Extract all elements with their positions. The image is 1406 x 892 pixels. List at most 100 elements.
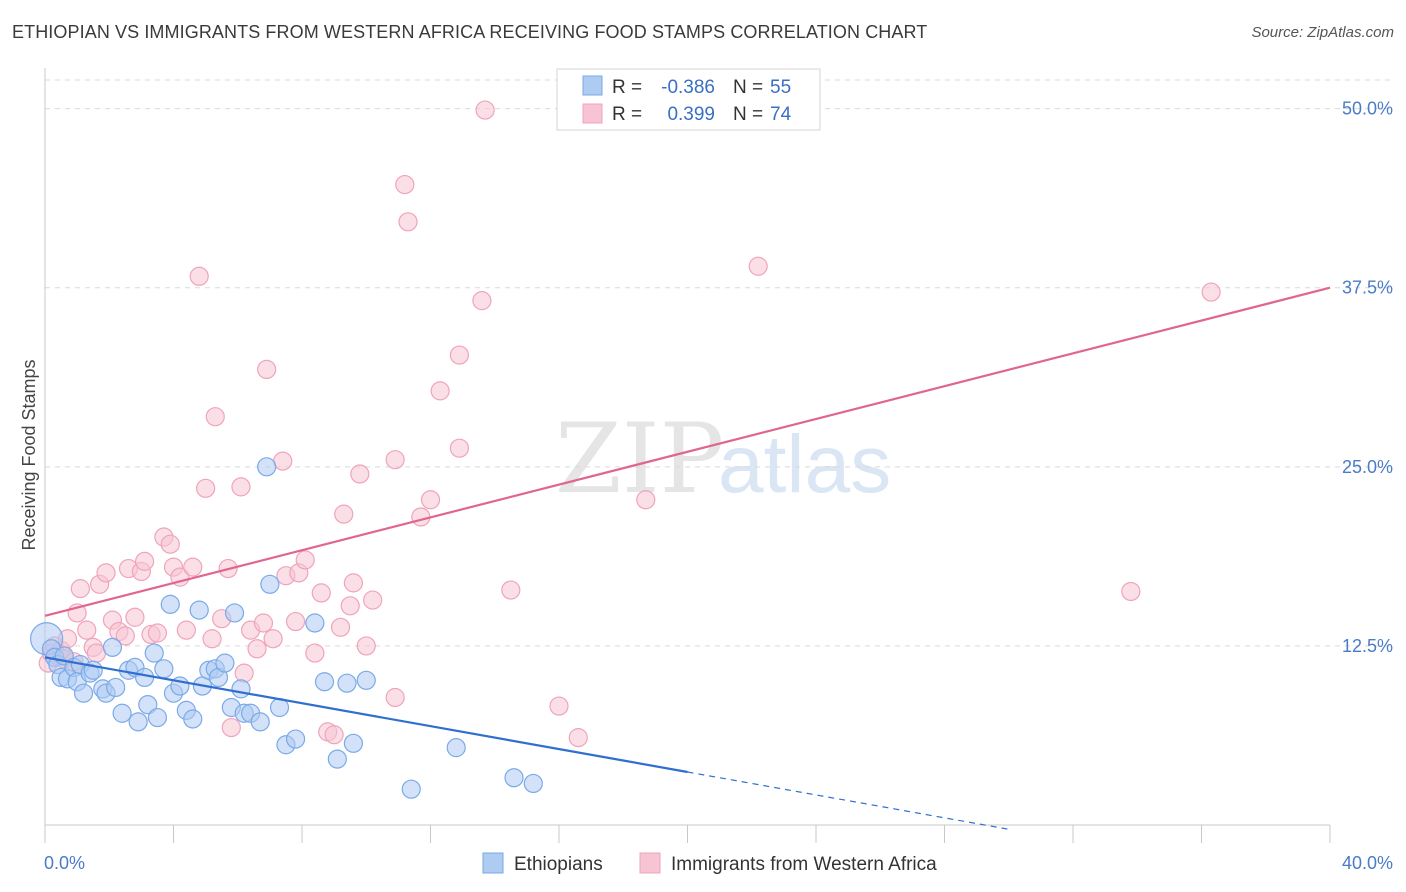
ethiopians-point-42 <box>250 712 270 732</box>
western-africa-point-67 <box>449 345 470 365</box>
ethiopians-point-55 <box>446 738 466 758</box>
ethiopians-point-31 <box>189 600 209 620</box>
ethiopians-point-53 <box>356 670 376 690</box>
western-africa-point-30 <box>189 266 209 286</box>
ethiopians-point-44 <box>260 574 280 594</box>
watermark-atlas: atlas <box>718 419 891 510</box>
ethiopians-point-25 <box>154 659 174 679</box>
ethiopians-point-43 <box>257 457 277 477</box>
western-africa-point-58 <box>356 636 376 656</box>
ethiopians-point-17 <box>112 703 132 723</box>
western-africa-point-69 <box>472 291 492 311</box>
western-africa-point-59 <box>363 590 383 610</box>
ethiopians-point-48 <box>305 613 325 633</box>
ethiopians-point-39 <box>231 679 251 699</box>
western-africa-point-68 <box>449 438 470 458</box>
series-legend: Ethiopians Immigrants from Western Afric… <box>482 852 937 875</box>
series-legend-label-ethiopians: Ethiopians <box>514 854 603 875</box>
western-africa-point-72 <box>549 696 569 716</box>
ethiopians-point-50 <box>327 749 347 769</box>
chart-title: ETHIOPIAN VS IMMIGRANTS FROM WESTERN AFR… <box>12 22 928 42</box>
legend-n-value-1: 55 <box>770 77 791 98</box>
western-africa-point-29 <box>183 557 203 577</box>
legend-swatch-pink <box>582 103 603 124</box>
x-tick-labels: 0.0% 40.0% <box>44 853 1393 873</box>
western-africa-point-62 <box>395 174 415 195</box>
legend-n-label-2: N = <box>733 104 763 125</box>
western-africa-point-46 <box>285 611 306 632</box>
western-africa-point-19 <box>125 607 145 627</box>
western-africa-point-60 <box>385 450 405 470</box>
legend-r-value-1: -0.386 <box>661 77 715 98</box>
stats-legend: R = -0.386 N = 55 R = 0.399 N = 74 <box>556 68 821 131</box>
western-africa-point-40 <box>247 639 267 659</box>
series-legend-label-western-africa: Immigrants from Western Africa <box>671 854 937 875</box>
western-africa-point-9 <box>70 579 90 599</box>
ethiopians-point-15 <box>102 637 123 657</box>
legend-r-value-2: 0.399 <box>667 104 715 125</box>
trendline-ethiopians-extension <box>687 771 1009 830</box>
western-africa-point-21 <box>134 551 155 571</box>
legend-n-value-2: 74 <box>770 104 792 125</box>
western-africa-point-42 <box>257 359 277 380</box>
western-africa-point-61 <box>385 687 405 708</box>
western-africa-point-75 <box>748 256 768 276</box>
legend-r-label-1: R = <box>612 77 642 98</box>
source-credit: Source: ZipAtlas.com <box>1251 24 1394 41</box>
x-tick-label-1: 40.0% <box>1342 853 1393 873</box>
ethiopians-point-49 <box>314 672 335 692</box>
western-africa-point-23 <box>147 623 168 643</box>
y-axis-label: Receiving Food Stamps <box>19 359 39 550</box>
western-africa-point-44 <box>273 451 293 471</box>
legend-n-label-1: N = <box>733 77 763 98</box>
legend-r-label-2: R = <box>612 104 642 125</box>
western-africa-point-17 <box>115 626 135 646</box>
western-africa-point-54 <box>334 504 354 524</box>
ethiopians-point-30 <box>183 709 203 729</box>
ethiopians-point-56 <box>504 768 524 788</box>
ethiopians-point-24 <box>147 707 168 728</box>
western-africa-point-14 <box>96 563 116 583</box>
y-tick-label-1: 25.0% <box>1342 457 1393 477</box>
western-africa-point-53 <box>330 617 351 637</box>
western-africa-point-74 <box>636 490 656 510</box>
ethiopians-point-20 <box>128 712 148 732</box>
western-africa-point-25 <box>160 534 180 554</box>
axes <box>44 68 1331 843</box>
western-africa-point-32 <box>202 629 222 649</box>
western-africa-point-71 <box>501 580 521 600</box>
y-tick-labels: 12.5% 25.0% 37.5% 50.0% <box>1342 99 1393 656</box>
western-africa-point-37 <box>231 477 251 497</box>
y-tick-label-0: 12.5% <box>1342 636 1393 656</box>
ethiopians-point-47 <box>285 729 306 749</box>
western-africa-point-33 <box>205 407 225 427</box>
ethiopians-point-10 <box>73 683 94 703</box>
ethiopians-point-22 <box>138 695 158 715</box>
western-africa-point-70 <box>475 100 495 120</box>
ethiopians-point-36 <box>215 653 235 673</box>
trendline-western-africa <box>44 286 1331 617</box>
trend-lines <box>44 286 1331 830</box>
trendline-ethiopians <box>44 656 688 774</box>
x-tick-label-0: 0.0% <box>44 853 85 873</box>
western-africa-point-10 <box>77 620 97 640</box>
legend-swatch-blue <box>582 75 603 96</box>
western-africa-point-63 <box>398 212 418 232</box>
scatter-points <box>30 100 1221 799</box>
western-africa-point-73 <box>568 728 588 748</box>
ethiopians-point-38 <box>224 603 245 623</box>
ethiopians-point-51 <box>337 673 357 693</box>
western-africa-point-48 <box>295 550 315 570</box>
ethiopians-point-23 <box>144 643 164 663</box>
western-africa-point-52 <box>324 725 344 745</box>
ethiopians-point-26 <box>160 594 180 614</box>
western-africa-point-66 <box>430 381 450 401</box>
series-legend-swatch-ethiopians <box>482 852 504 874</box>
ethiopians-point-16 <box>106 677 126 698</box>
western-africa-point-49 <box>305 643 325 663</box>
ethiopians-point-21 <box>134 667 155 688</box>
western-africa-point-56 <box>343 573 363 593</box>
series-legend-swatch-western-africa <box>639 852 661 874</box>
ethiopians-point-52 <box>343 733 363 753</box>
